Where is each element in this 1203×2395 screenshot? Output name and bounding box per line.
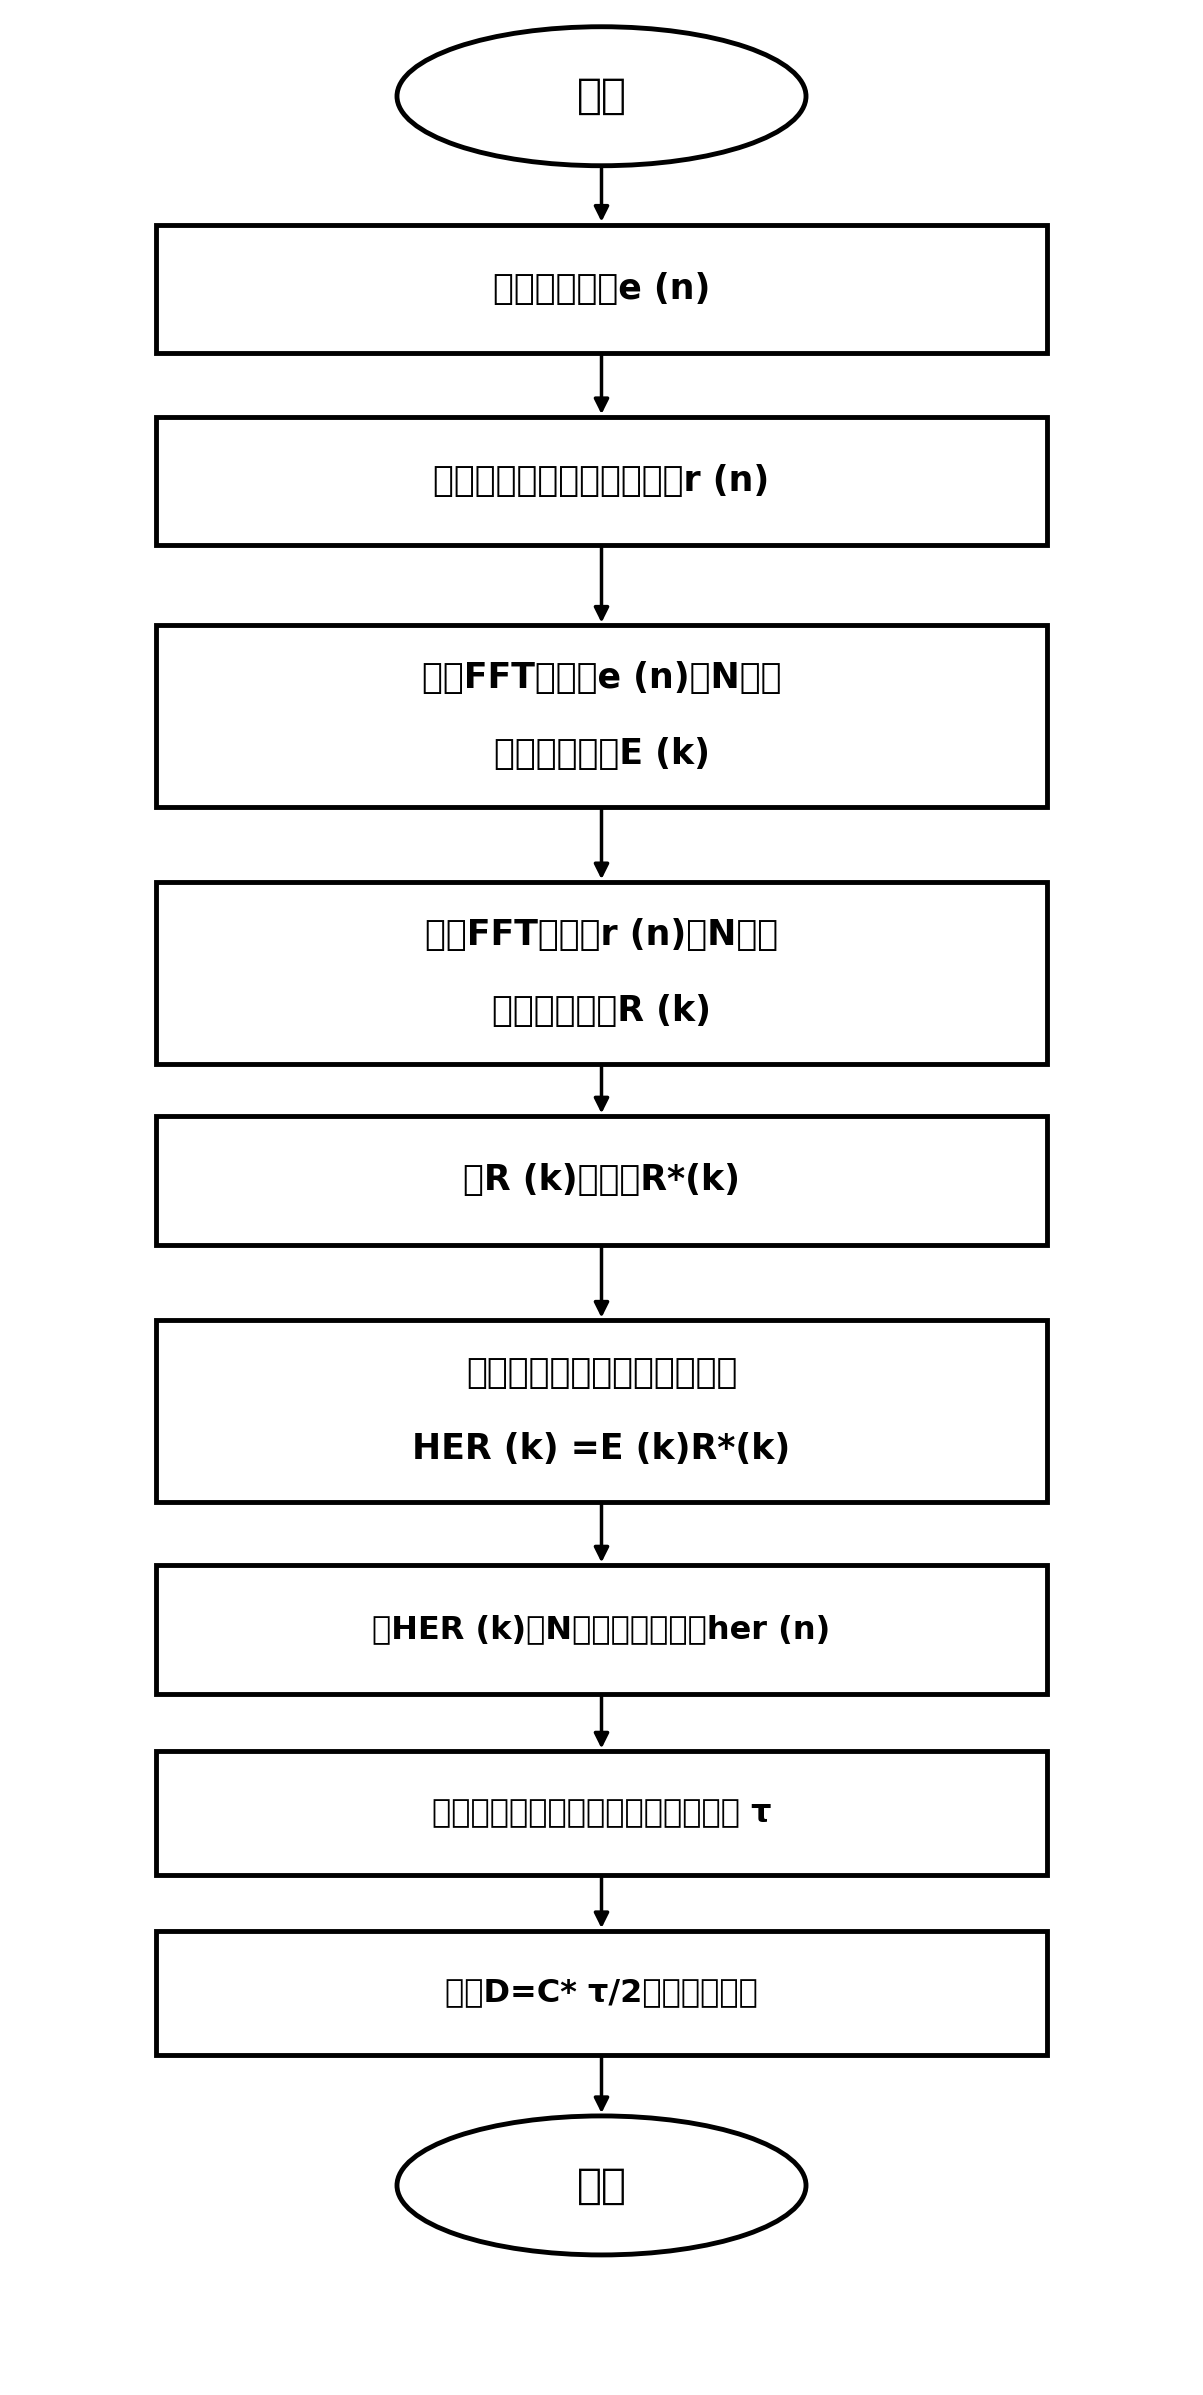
- Text: 求R (k)的共轭R*(k): 求R (k)的共轭R*(k): [463, 1164, 740, 1198]
- Ellipse shape: [397, 2115, 806, 2256]
- Text: 结束: 结束: [576, 2165, 627, 2206]
- FancyBboxPatch shape: [156, 1566, 1047, 1693]
- Text: 基于FFT算法求r (n)的N点离: 基于FFT算法求r (n)的N点离: [425, 917, 778, 951]
- Ellipse shape: [397, 26, 806, 165]
- Text: 基于FFT算法求e (n)的N点离: 基于FFT算法求e (n)的N点离: [422, 661, 781, 695]
- FancyBboxPatch shape: [156, 417, 1047, 546]
- Text: 通过D=C* τ/2求得目标距离: 通过D=C* τ/2求得目标距离: [445, 1978, 758, 2009]
- FancyBboxPatch shape: [156, 1320, 1047, 1502]
- Text: 获取序列最大值并计算光子飞行时间 τ: 获取序列最大值并计算光子飞行时间 τ: [432, 1799, 771, 1830]
- FancyBboxPatch shape: [156, 225, 1047, 352]
- Text: 求HER (k)的N点傅立叶逆变换her (n): 求HER (k)的N点傅立叶逆变换her (n): [373, 1614, 830, 1645]
- Text: 获取调制序列e (n): 获取调制序列e (n): [493, 271, 710, 307]
- FancyBboxPatch shape: [156, 1930, 1047, 2055]
- Text: 散傅立叶变换R (k): 散傅立叶变换R (k): [492, 994, 711, 1027]
- FancyBboxPatch shape: [156, 1751, 1047, 1875]
- FancyBboxPatch shape: [156, 1116, 1047, 1245]
- Text: 通过接收系统获得接收序列r (n): 通过接收系统获得接收序列r (n): [433, 465, 770, 498]
- Text: HER (k) =E (k)R*(k): HER (k) =E (k)R*(k): [413, 1432, 790, 1466]
- Text: 开始: 开始: [576, 74, 627, 117]
- FancyBboxPatch shape: [156, 881, 1047, 1063]
- Text: 散傅立叶变换E (k): 散傅立叶变换E (k): [493, 738, 710, 771]
- Text: 求相关函数的离散傅立叶变换: 求相关函数的离散傅立叶变换: [466, 1356, 737, 1391]
- FancyBboxPatch shape: [156, 625, 1047, 807]
